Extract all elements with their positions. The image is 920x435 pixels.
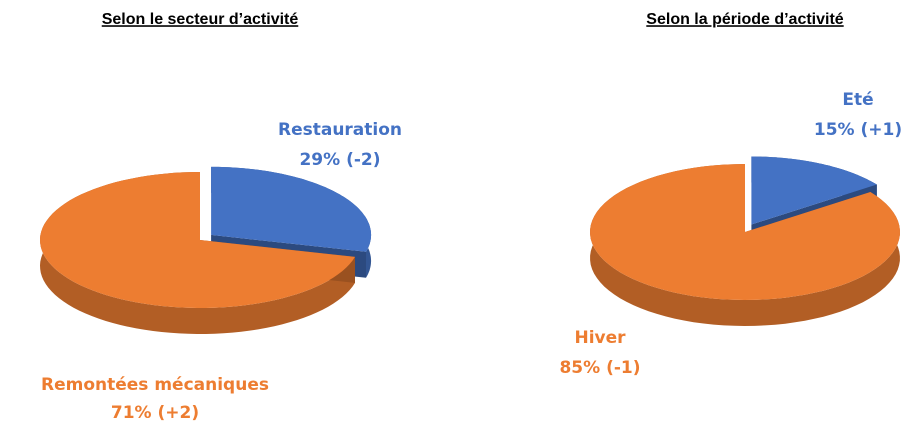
pie-slice [590, 164, 900, 300]
slice-category: Eté [842, 90, 873, 110]
slice-value-label: 15% (+1) [814, 120, 902, 140]
pie-slice [211, 166, 372, 252]
pie-slice [40, 172, 355, 308]
slice-value-label: 71% (+2) [111, 403, 199, 423]
pie-slice [751, 156, 877, 225]
slice-category: Restauration [278, 120, 402, 140]
chart-title: Selon la période d’activité [646, 11, 843, 28]
slice-category: Remontées mécaniques [41, 375, 269, 395]
slice-category: Hiver [574, 328, 626, 348]
slice-value-label: 29% (-2) [299, 150, 380, 170]
slice-value-label: 85% (-1) [559, 358, 640, 378]
chart-title: Selon le secteur d’activité [102, 11, 299, 28]
